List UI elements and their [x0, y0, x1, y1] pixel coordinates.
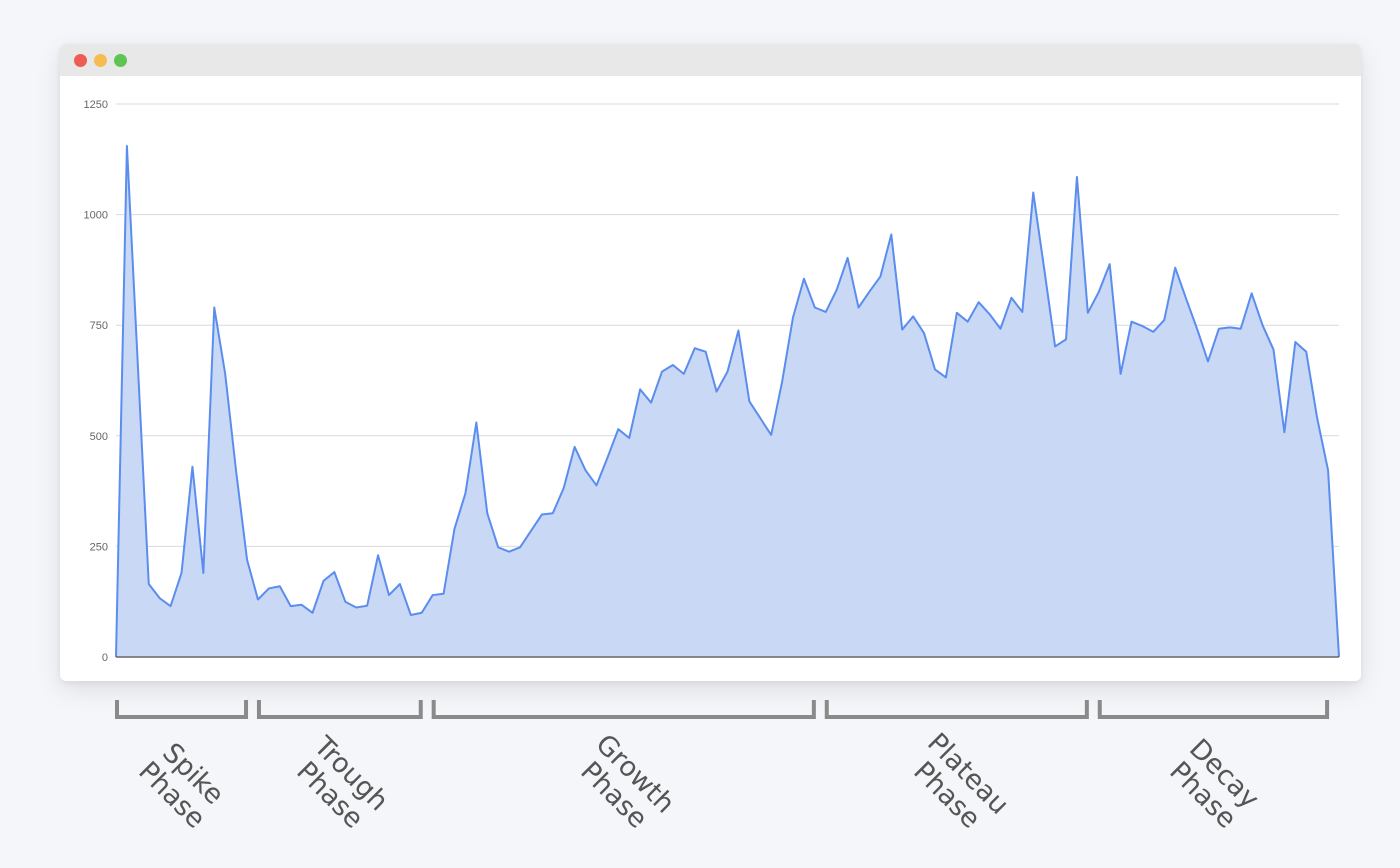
series-line — [115, 145, 1340, 658]
data-series — [115, 145, 1340, 658]
window-titlebar — [60, 44, 1361, 76]
bracket-decay — [1097, 700, 1330, 719]
bracket-plateau — [824, 700, 1089, 719]
bracket-trough — [256, 700, 423, 719]
y-tick-label: 500 — [90, 431, 108, 443]
bracket-growth — [431, 700, 816, 719]
area-fill — [116, 146, 1339, 657]
y-tick-label: 1000 — [84, 210, 108, 222]
y-tick-label: 750 — [90, 320, 108, 332]
y-tick-label: 1250 — [84, 99, 108, 111]
phase-brackets — [115, 700, 1330, 719]
y-tick-label: 250 — [90, 541, 108, 553]
y-axis-ticks: 0 250 500 750 1000 1250 — [84, 99, 108, 664]
maximize-window-button[interactable] — [114, 54, 127, 67]
y-tick-label: 0 — [102, 652, 108, 664]
close-window-button[interactable] — [74, 54, 87, 67]
bracket-spike — [115, 700, 249, 719]
minimize-window-button[interactable] — [94, 54, 107, 67]
